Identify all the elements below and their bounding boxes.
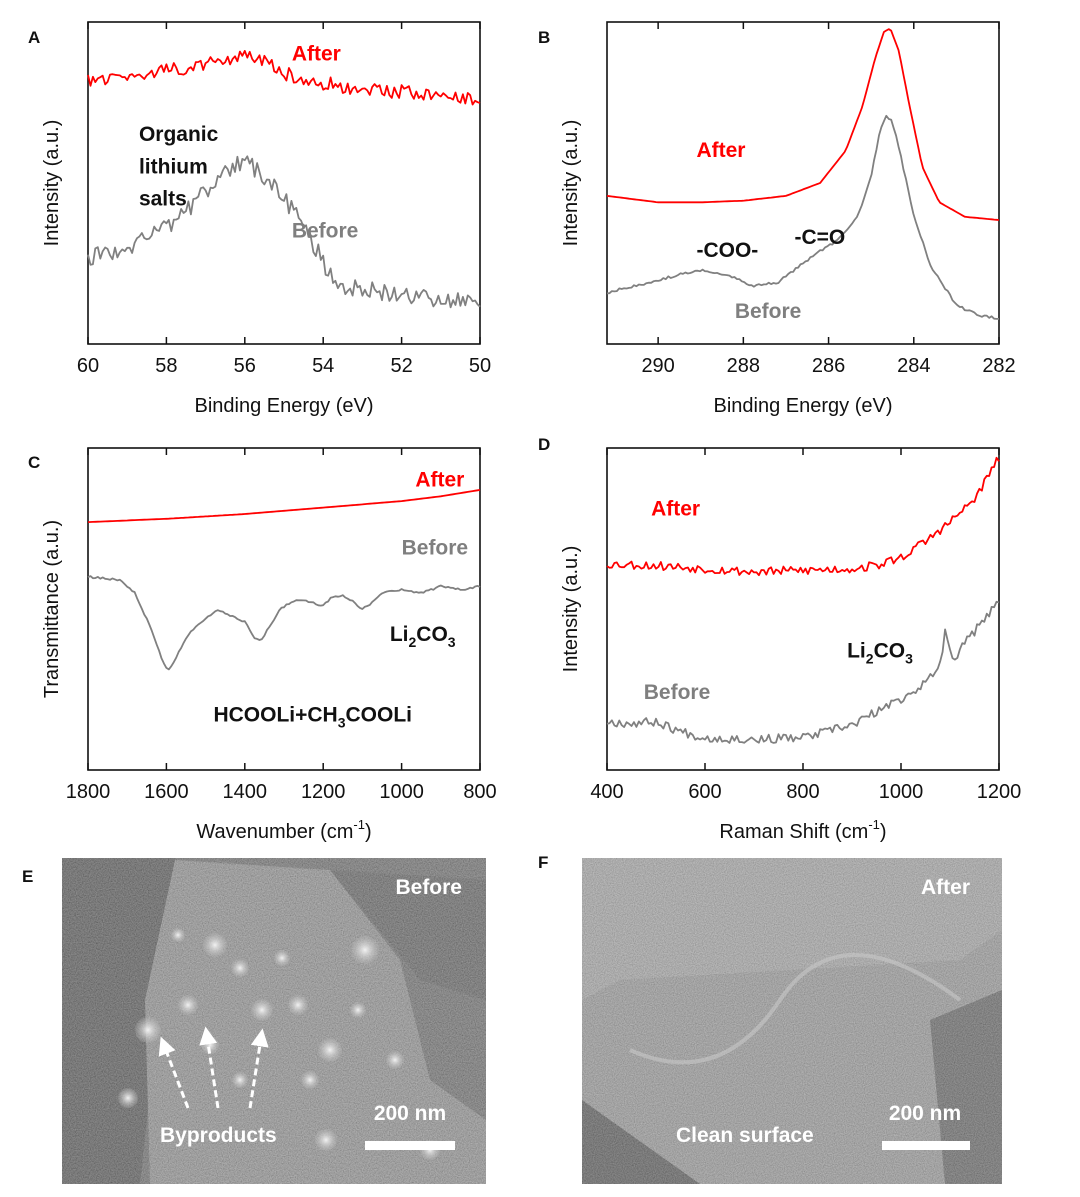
annotation-b: Before — [735, 300, 802, 323]
annotation-a: lithium — [139, 155, 208, 178]
x-tick-label: 52 — [390, 355, 412, 377]
x-tick-label: 1000 — [879, 781, 924, 803]
sem-image-before: Before Byproducts 200 nm — [62, 858, 486, 1184]
sem-f-scalebar-label: 200 nm — [889, 1102, 961, 1125]
x-tick-label: 56 — [234, 355, 256, 377]
plot-frame-a — [87, 21, 481, 345]
x-tick-label: 50 — [469, 355, 491, 377]
series-line-after-c — [87, 489, 481, 523]
annotation-c: Li2CO3 — [390, 623, 456, 650]
series-line-before-d — [606, 600, 1000, 744]
series-line-after-b — [606, 28, 1000, 221]
panel-label-a: A — [28, 28, 40, 47]
x-tick-label: 284 — [897, 355, 930, 377]
x-tick-label: 282 — [982, 355, 1015, 377]
annotation-c: After — [415, 469, 464, 492]
annotation-b: -C=O — [794, 226, 845, 249]
x-tick-label: 400 — [590, 781, 623, 803]
annotation-b: -COO- — [696, 239, 758, 262]
panel-label-e: E — [22, 867, 33, 886]
x-tick-label: 800 — [786, 781, 819, 803]
sem-e-state-label: Before — [395, 876, 462, 899]
annotation-a: Before — [292, 220, 359, 243]
x-tick-label: 1200 — [977, 781, 1022, 803]
x-tick-label: 600 — [688, 781, 721, 803]
series-line-before-b — [606, 114, 999, 320]
x-axis-label-d: Raman Shift (cm-1) — [719, 817, 886, 843]
chart-d-raman: 400 600 800 1000 1200 Raman Shift (cm-1) Inten… — [560, 447, 1022, 843]
panel-label-d: D — [538, 435, 550, 454]
x-tick-label: 60 — [77, 355, 99, 377]
annotation-a: Organic — [139, 123, 219, 146]
y-axis-label-d: Intensity (a.u.) — [560, 546, 582, 673]
x-tick-label: 800 — [463, 781, 496, 803]
plot-frame-b — [606, 21, 1000, 345]
x-axis-label-b: Binding Energy (eV) — [714, 395, 893, 417]
annotation-b: After — [696, 139, 745, 162]
annotation-a: salts — [139, 188, 187, 211]
x-tick-label: 290 — [641, 355, 674, 377]
chart-b-xps-c1s: 290 288 286 284 282 Binding Energy (eV) Intens… — [560, 21, 1016, 417]
x-axis-label-c: Wavenumber (cm-1) — [196, 817, 371, 843]
y-axis-label-b: Intensity (a.u.) — [560, 120, 582, 247]
x-tick-label: 1800 — [66, 781, 111, 803]
panel-label-c: C — [28, 453, 40, 472]
sem-f-caption: Clean surface — [676, 1124, 814, 1147]
series-line-before-c — [87, 575, 481, 671]
x-tick-label: 1600 — [144, 781, 189, 803]
sem-f-scalebar — [882, 1141, 970, 1150]
x-tick-label: 288 — [727, 355, 760, 377]
x-tick-label: 1200 — [301, 781, 346, 803]
y-axis-label-a: Intensity (a.u.) — [41, 120, 63, 247]
x-tick-label: 286 — [812, 355, 845, 377]
x-tick-label: 1400 — [223, 781, 268, 803]
sem-image-after: After Clean surface 200 nm — [582, 858, 1002, 1184]
x-tick-label: 54 — [312, 355, 334, 377]
annotation-c: HCOOLi+CH3COOLi — [213, 704, 412, 731]
panel-label-f: F — [538, 853, 548, 872]
annotation-c: Before — [402, 536, 469, 559]
y-axis-label-c: Transmittance (a.u.) — [41, 520, 63, 698]
annotation-d: Before — [644, 681, 711, 704]
series-line-before-a — [87, 155, 481, 309]
chart-c-ftir: 1800 1600 1400 1200 1000 800 Wavenumber (cm-1)… — [41, 447, 497, 843]
chart-a-xps-li1s: 60 58 56 54 52 50 Binding Energy (eV) Intensity… — [41, 21, 491, 417]
panel-label-b: B — [538, 28, 550, 47]
byproduct-arrows — [158, 1026, 269, 1109]
annotation-d: Li2CO3 — [847, 639, 913, 666]
x-tick-label: 1000 — [379, 781, 424, 803]
sem-e-scalebar — [365, 1141, 455, 1150]
byproduct-particles — [118, 928, 440, 1160]
plot-frame-c — [87, 447, 481, 771]
sem-e-arrow-label: Byproducts — [160, 1124, 277, 1147]
x-axis-label-a: Binding Energy (eV) — [195, 395, 374, 417]
series-line-after-d — [606, 456, 1000, 577]
x-tick-label: 58 — [155, 355, 177, 377]
series-line-after-a — [87, 50, 481, 106]
annotation-d: After — [651, 498, 700, 521]
sem-e-scalebar-label: 200 nm — [374, 1102, 446, 1125]
annotation-a: After — [292, 43, 341, 66]
sem-f-state-label: After — [921, 876, 970, 899]
